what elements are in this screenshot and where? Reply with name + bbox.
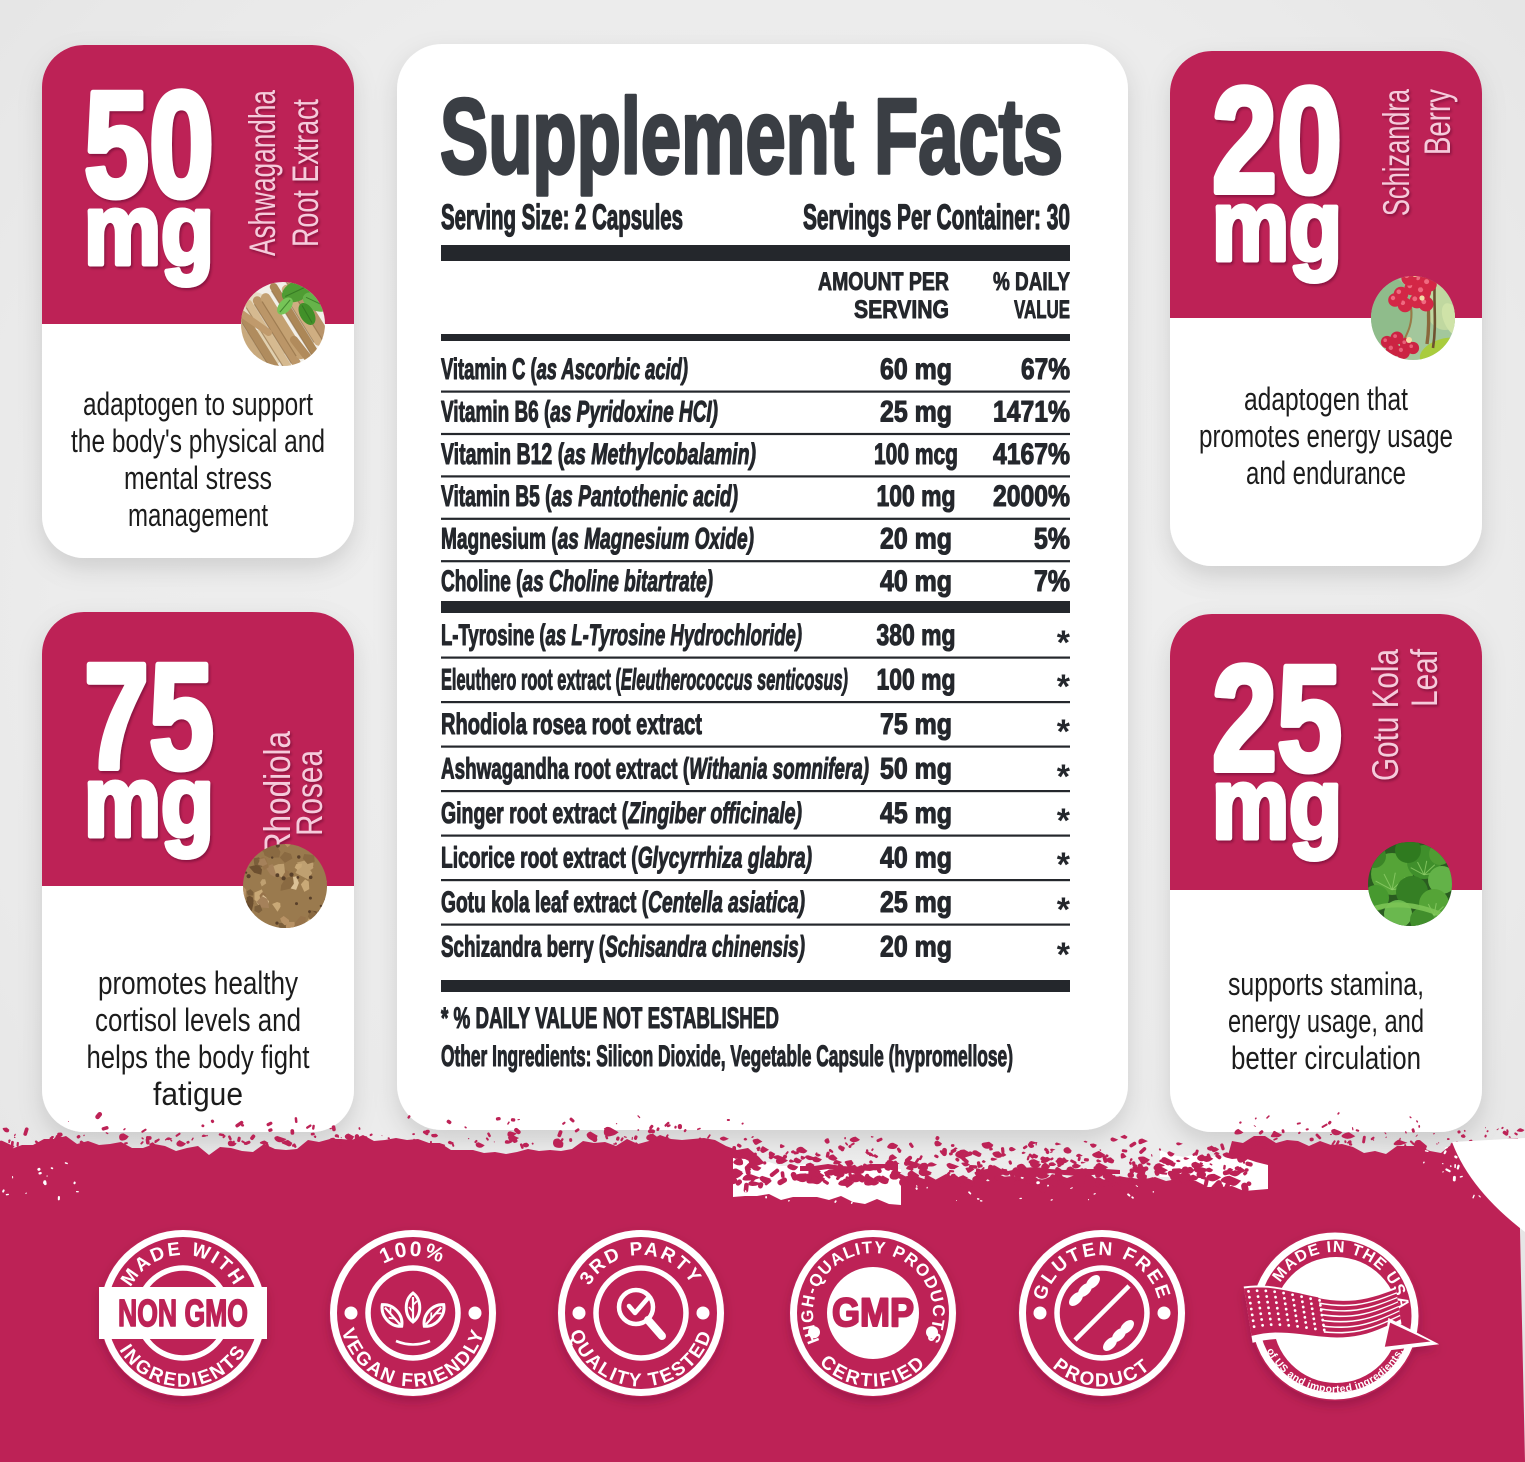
- svg-text:Zingiber officinale): Zingiber officinale): [628, 797, 802, 830]
- svg-text:Centella asiatica): Centella asiatica): [648, 886, 805, 919]
- svg-text:fatigue: fatigue: [153, 1076, 243, 1112]
- svg-text:Serving Size: 2 Capsules: Serving Size: 2 Capsules: [441, 198, 683, 237]
- svg-text:NON GMO: NON GMO: [118, 1293, 248, 1335]
- svg-text:adaptogen that: adaptogen that: [1244, 381, 1408, 417]
- svg-text:SERVING: SERVING: [854, 296, 949, 324]
- svg-text:50: 50: [84, 60, 214, 228]
- svg-text:Glycyrrhiza glabra): Glycyrrhiza glabra): [638, 842, 812, 875]
- svg-text:Choline (: Choline (: [441, 565, 523, 598]
- svg-text:cortisol levels and: cortisol levels and: [95, 1002, 301, 1038]
- svg-text:Vitamin B12 (: Vitamin B12 (: [441, 438, 564, 471]
- svg-text:Eleuthero root extract (: Eleuthero root extract (: [441, 664, 621, 697]
- svg-text:Rosea: Rosea: [289, 750, 330, 836]
- svg-text:% DAILY: % DAILY: [993, 268, 1070, 296]
- svg-text:7%: 7%: [1034, 565, 1070, 598]
- svg-text:*: *: [1057, 846, 1071, 884]
- svg-text:Schizandra: Schizandra: [1376, 89, 1417, 216]
- svg-text:20: 20: [1212, 56, 1342, 224]
- svg-text:mg: mg: [84, 174, 214, 286]
- svg-text:Root Extract: Root Extract: [285, 98, 326, 247]
- svg-text:*: *: [1057, 624, 1071, 662]
- svg-text:Withania somnifera): Withania somnifera): [689, 753, 869, 786]
- svg-text:Supplement Facts: Supplement Facts: [440, 76, 1063, 196]
- svg-text:*: *: [1057, 891, 1071, 929]
- svg-text:L-Tyrosine (: L-Tyrosine (: [441, 619, 546, 652]
- svg-text:the body's physical and: the body's physical and: [71, 423, 325, 459]
- svg-text:1471%: 1471%: [993, 395, 1070, 428]
- svg-text:Leaf: Leaf: [1404, 648, 1445, 707]
- svg-text:20 mg: 20 mg: [880, 523, 952, 556]
- svg-text:mental stress: mental stress: [124, 460, 272, 496]
- svg-text:supports stamina,: supports stamina,: [1228, 966, 1424, 1002]
- svg-text:AMOUNT PER: AMOUNT PER: [818, 268, 949, 296]
- svg-text:Vitamin B5 (: Vitamin B5 (: [441, 480, 552, 513]
- svg-text:60 mg: 60 mg: [880, 353, 952, 386]
- svg-text:Ashwagandha: Ashwagandha: [242, 90, 283, 256]
- svg-text:Berry: Berry: [1417, 89, 1458, 155]
- svg-text:as Methylcobalamin): as Methylcobalamin): [564, 438, 756, 471]
- svg-text:Magnesium (: Magnesium (: [441, 523, 558, 556]
- svg-text:*: *: [1057, 758, 1071, 796]
- svg-text:Servings Per Container: 30: Servings Per Container: 30: [803, 198, 1070, 237]
- svg-text:Gotu Kola: Gotu Kola: [1365, 649, 1406, 781]
- svg-text:as Magnesium Oxide): as Magnesium Oxide): [558, 523, 754, 556]
- svg-text:100 mg: 100 mg: [877, 664, 956, 697]
- svg-text:*: *: [1057, 802, 1071, 840]
- svg-text:management: management: [128, 497, 268, 533]
- svg-text:as L-Tyrosine Hydrochloride): as L-Tyrosine Hydrochloride): [546, 619, 802, 652]
- svg-text:Rhodiola rosea root extract: Rhodiola rosea root extract: [441, 708, 702, 741]
- svg-text:4167%: 4167%: [993, 438, 1070, 471]
- svg-text:67%: 67%: [1021, 353, 1070, 386]
- svg-text:75 mg: 75 mg: [880, 708, 952, 741]
- svg-text:100 mcg: 100 mcg: [874, 438, 958, 471]
- svg-text:Schisandra chinensis): Schisandra chinensis): [605, 931, 805, 964]
- svg-text:Ashwagandha root extract (: Ashwagandha root extract (: [441, 753, 689, 786]
- svg-text:mg: mg: [84, 746, 214, 858]
- svg-text:as Pantothenic acid): as Pantothenic acid): [552, 480, 739, 513]
- svg-text:40 mg: 40 mg: [880, 842, 952, 875]
- svg-text:VALUE: VALUE: [1014, 296, 1070, 324]
- svg-text:Vitamin C (: Vitamin C (: [441, 353, 537, 386]
- svg-text:helps the body fight: helps the body fight: [87, 1039, 310, 1075]
- svg-text:*: *: [1057, 936, 1071, 974]
- svg-text:mg: mg: [1212, 170, 1342, 282]
- svg-text:*: *: [1057, 713, 1071, 751]
- svg-text:Vitamin B6 (: Vitamin B6 (: [441, 395, 550, 428]
- svg-text:as Pyridoxine HCI): as Pyridoxine HCI): [550, 395, 718, 428]
- svg-text:* % DAILY VALUE NOT ESTABLISHE: * % DAILY VALUE NOT ESTABLISHED: [441, 1002, 779, 1035]
- svg-text:25 mg: 25 mg: [880, 886, 952, 919]
- svg-text:adaptogen to support: adaptogen to support: [83, 386, 313, 422]
- svg-text:Rhodiola: Rhodiola: [257, 731, 298, 855]
- svg-text:75: 75: [84, 632, 214, 800]
- svg-text:and endurance: and endurance: [1246, 455, 1406, 491]
- svg-text:100 mg: 100 mg: [877, 480, 956, 513]
- svg-text:25 mg: 25 mg: [880, 395, 952, 428]
- svg-text:2000%: 2000%: [993, 480, 1070, 513]
- svg-text:mg: mg: [1212, 748, 1342, 860]
- svg-text:promotes energy usage: promotes energy usage: [1199, 418, 1453, 454]
- svg-text:energy usage, and: energy usage, and: [1228, 1003, 1424, 1039]
- svg-text:380 mg: 380 mg: [877, 619, 956, 652]
- svg-text:*: *: [1057, 668, 1071, 706]
- svg-text:50 mg: 50 mg: [880, 753, 952, 786]
- svg-text:as Ascorbic acid): as Ascorbic acid): [537, 353, 688, 386]
- svg-text:Ginger root extract (: Ginger root extract (: [441, 797, 628, 830]
- svg-text:better circulation: better circulation: [1231, 1040, 1421, 1076]
- svg-text:20 mg: 20 mg: [880, 931, 952, 964]
- svg-text:Eleutherococcus senticosus): Eleutherococcus senticosus): [621, 664, 848, 697]
- svg-text:5%: 5%: [1034, 523, 1070, 556]
- svg-text:Other Ingredients: Silicon Dio: Other Ingredients: Silicon Dioxide, Vege…: [441, 1040, 1013, 1073]
- svg-text:Gotu kola leaf extract (: Gotu kola leaf extract (: [441, 886, 648, 919]
- svg-text:25: 25: [1212, 634, 1342, 802]
- svg-text:as Choline bitartrate): as Choline bitartrate): [523, 565, 714, 598]
- svg-text:Schizandra berry (: Schizandra berry (: [441, 931, 605, 964]
- svg-text:45 mg: 45 mg: [880, 797, 952, 830]
- svg-text:GMP: GMP: [832, 1291, 914, 1335]
- svg-text:promotes healthy: promotes healthy: [98, 965, 298, 1001]
- svg-text:40 mg: 40 mg: [880, 565, 952, 598]
- svg-text:Licorice root extract (: Licorice root extract (: [441, 842, 638, 875]
